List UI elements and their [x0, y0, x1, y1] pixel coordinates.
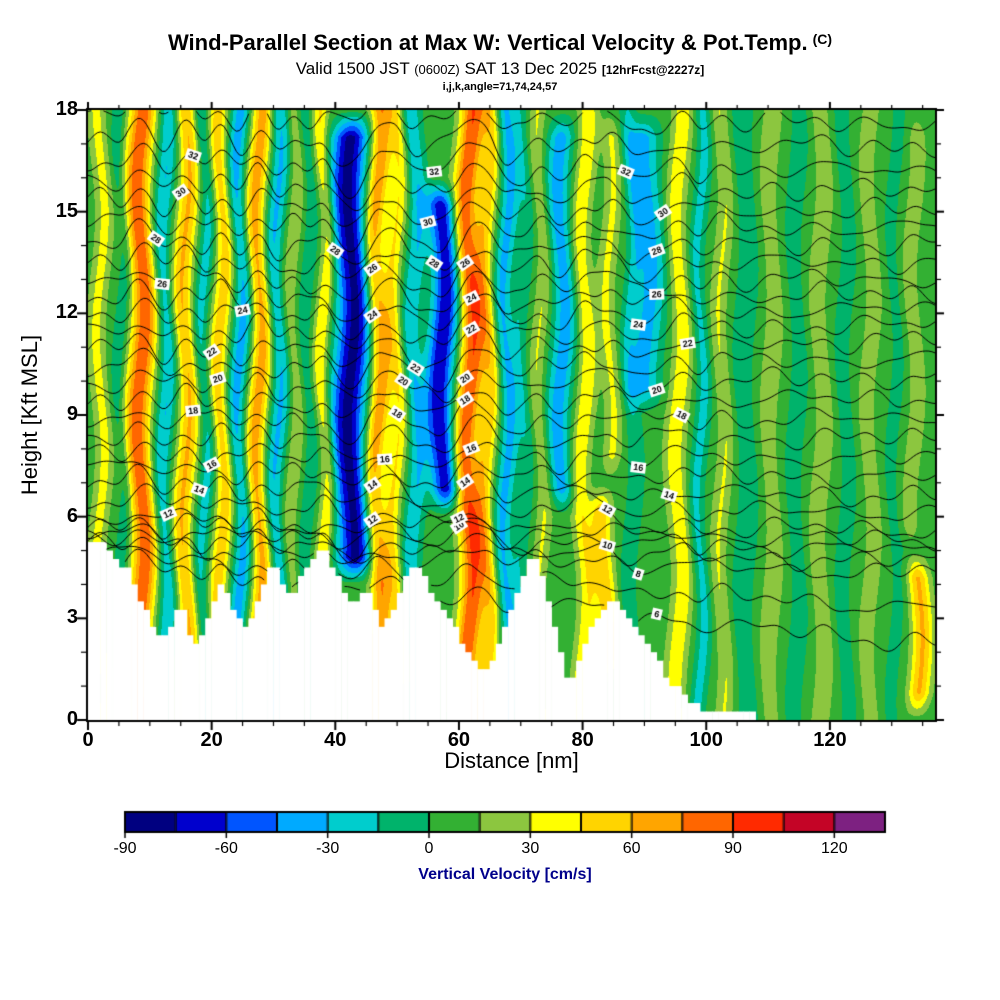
colorbar-tick-label: -30 — [316, 840, 340, 857]
forecast-tag: [12hrFcst@2227z] — [601, 63, 705, 77]
colorbar-tick-label: -60 — [214, 840, 238, 857]
y-tick-label: 15 — [55, 199, 78, 222]
colorbar-tick-label: -90 — [113, 840, 137, 857]
ijk-angle-line: i,j,k,angle=71,74,24,57 — [442, 81, 558, 93]
colorbar-tick-label: 120 — [820, 840, 848, 857]
y-tick-label: 6 — [66, 504, 78, 527]
colorbar-tick-label: 90 — [724, 840, 742, 857]
x-tick-label: 100 — [689, 729, 723, 751]
valid-time-line: Valid 1500 JST (0600Z) SAT 13 Dec 2025 [… — [0, 59, 1000, 79]
y-tick-label: 12 — [55, 301, 78, 324]
x-tick-label: 120 — [813, 729, 847, 751]
colorbar-tick-label: 0 — [424, 840, 434, 857]
colorbar-tick-label: 30 — [521, 840, 540, 857]
x-axis-label: Distance [nm] — [444, 748, 579, 773]
chart-title-text: Wind-Parallel Section at Max W: Vertical… — [167, 30, 808, 55]
chart-title-units: (C) — [812, 31, 833, 47]
x-tick-label: 40 — [324, 729, 347, 751]
x-tick-label: 60 — [447, 729, 471, 751]
x-tick-label: 80 — [571, 729, 594, 751]
y-tick-label: 0 — [66, 708, 78, 730]
x-tick-label: 0 — [82, 729, 94, 751]
valid-time-prefix: Valid 1500 JST — [295, 59, 410, 78]
y-tick-label: 18 — [55, 98, 78, 120]
x-tick-label: 20 — [200, 729, 223, 751]
colorbar-tick-label: 60 — [622, 840, 641, 857]
chart-title: Wind-Parallel Section at Max W: Vertical… — [0, 30, 1000, 56]
y-tick-label: 3 — [66, 606, 78, 629]
valid-time-zulu: (0600Z) — [414, 62, 460, 77]
valid-time-date: SAT 13 Dec 2025 — [464, 59, 598, 78]
colorbar-title: Vertical Velocity [cm/s] — [418, 866, 592, 883]
y-tick-label: 9 — [66, 403, 78, 425]
